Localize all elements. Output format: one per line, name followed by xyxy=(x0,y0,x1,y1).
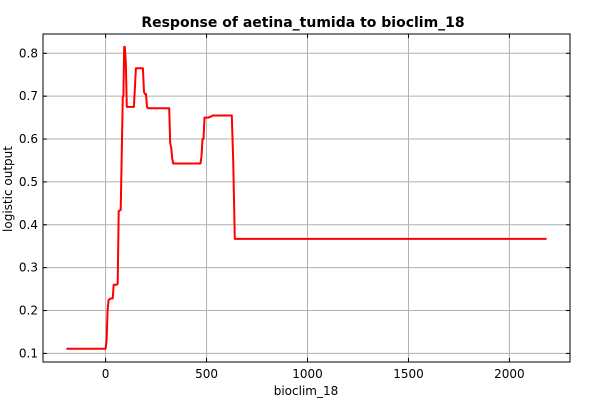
x-axis-label: bioclim_18 xyxy=(274,384,339,398)
x-tick-label: 1500 xyxy=(393,367,424,381)
y-tick-label: 0.1 xyxy=(19,346,38,360)
y-tick-label: 0.8 xyxy=(19,46,38,60)
y-axis-label: logistic output xyxy=(1,146,15,232)
y-tick-label: 0.5 xyxy=(19,175,38,189)
series-layer xyxy=(66,45,547,350)
y-tick-label: 0.7 xyxy=(19,89,38,103)
plot-area-frame xyxy=(42,33,571,363)
x-tick-label: 1000 xyxy=(292,367,323,381)
x-tick-label: 2000 xyxy=(494,367,525,381)
y-tick-label: 0.6 xyxy=(19,132,38,146)
y-tick-label: 0.2 xyxy=(19,304,38,318)
x-tick-label: 500 xyxy=(195,367,218,381)
x-tick-label: 0 xyxy=(102,367,110,381)
chart-title: Response of aetina_tumida to bioclim_18 xyxy=(141,15,464,31)
grid xyxy=(43,34,570,362)
y-tick-label: 0.4 xyxy=(19,218,38,232)
axis-ticks: 0 500 1000 1500 2000 0.1 0.2 0.3 0.4 0.5 0.6 0.7 0.8 xyxy=(19,34,570,381)
y-tick-label: 0.3 xyxy=(19,261,38,275)
series-line xyxy=(66,45,547,350)
